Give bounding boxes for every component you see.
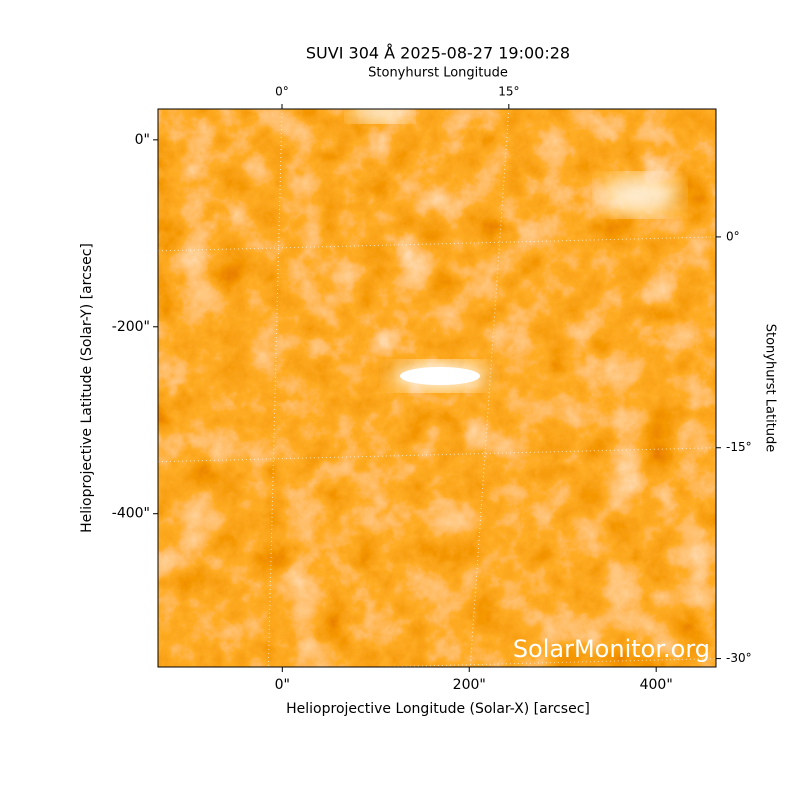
y-axis-label: Helioprojective Latitude (Solar-Y) [arcs… — [79, 243, 95, 533]
plot-frame — [157, 108, 717, 668]
y2-tick-label: -30° — [726, 651, 752, 665]
watermark: SolarMonitor.org — [513, 635, 710, 663]
x-tick-label: 400" — [640, 677, 673, 693]
y2-tick-label: -15° — [726, 440, 752, 454]
y2-axis-label: Stonyhurst Latitude — [763, 324, 778, 453]
x2-tick-label: 15° — [498, 85, 519, 99]
y-tick-label: -200" — [112, 319, 150, 335]
x2-axis-label: Stonyhurst Longitude — [368, 66, 508, 81]
x2-tick-label: 0° — [275, 85, 289, 99]
y-tick-label: -400" — [112, 506, 150, 522]
x-tick-label: 0" — [275, 677, 290, 693]
y2-tick-label: 0° — [726, 229, 740, 243]
x-axis-label: Helioprojective Longitude (Solar-X) [arc… — [286, 701, 590, 717]
solar-image — [158, 109, 716, 667]
chart-title: SUVI 304 Å 2025-08-27 19:00:28 — [306, 44, 570, 63]
x-tick-label: 200" — [453, 677, 486, 693]
y-tick-label: 0" — [135, 132, 150, 148]
